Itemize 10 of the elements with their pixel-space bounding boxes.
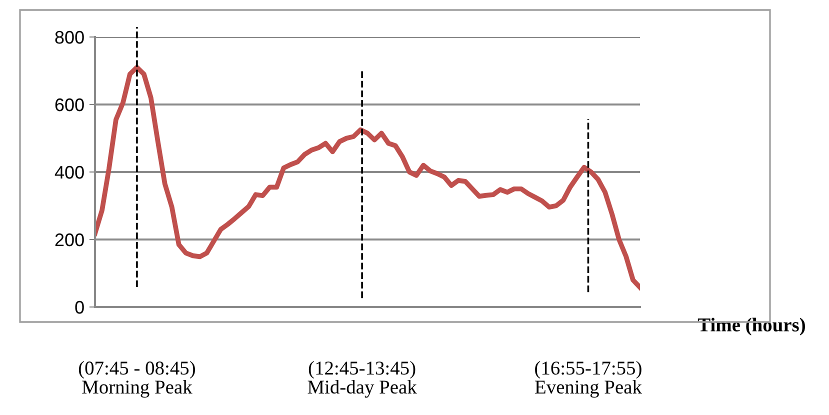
x-axis-title: Time (hours) xyxy=(698,318,805,336)
line-series xyxy=(95,64,640,290)
y-tick-label: 800 xyxy=(55,30,84,44)
text: (16:55-17:55) Evening Peak xyxy=(535,361,642,398)
text: (07:45 - 08:45) Morning Peak xyxy=(78,361,195,398)
y-tick-label: 0 xyxy=(75,300,84,314)
y-tick-label: 600 xyxy=(55,98,84,112)
y-tick-label: 400 xyxy=(54,166,84,179)
text: (12:45-13:45) Mid-day Peak xyxy=(308,361,417,398)
y-tick-label: 200 xyxy=(55,233,84,246)
